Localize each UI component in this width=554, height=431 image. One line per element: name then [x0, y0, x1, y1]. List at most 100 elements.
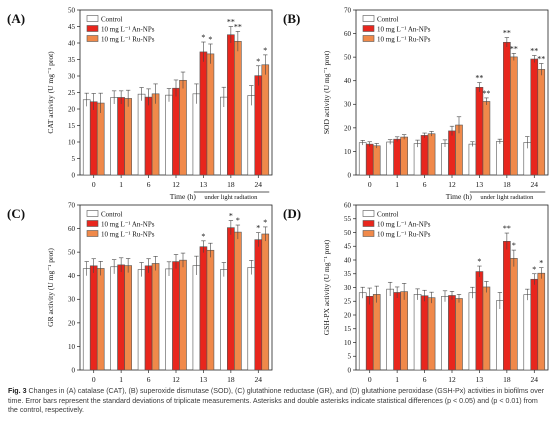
- x-tick-label: 1: [395, 180, 399, 189]
- bar-control: [192, 93, 201, 176]
- bar-ru-nps: [124, 265, 132, 371]
- bar-control: [358, 142, 367, 176]
- y-tick-label: 0: [348, 366, 352, 374]
- y-tick-label: 20: [68, 105, 76, 113]
- bar-control: [137, 93, 146, 176]
- y-tick-label: 60: [68, 225, 76, 233]
- bar-ru-nps: [96, 268, 105, 371]
- significance-mark: **: [503, 224, 511, 233]
- legend-swatch-ru-nps: [86, 230, 99, 237]
- bar-an-nps: [365, 143, 374, 176]
- bar-an-nps: [199, 246, 208, 371]
- significance-mark: *: [256, 57, 260, 66]
- x-tick-label: 18: [503, 375, 511, 384]
- bar-an-nps: [144, 96, 153, 176]
- x-tick-label: 24: [255, 180, 263, 189]
- y-tick-label: 50: [68, 6, 76, 14]
- bar-an-nps: [172, 87, 180, 176]
- y-axis-label: SOD activity (U mg⁻¹ prot): [322, 50, 331, 134]
- y-tick-label: 70: [344, 6, 352, 14]
- bar-control: [468, 143, 477, 176]
- x-tick-label: 6: [423, 375, 427, 384]
- bar-ru-nps: [206, 53, 215, 176]
- legend-label: Control: [101, 16, 122, 24]
- bar-an-nps: [393, 292, 401, 371]
- legend-label: Control: [377, 16, 398, 24]
- bar-control: [82, 268, 91, 371]
- y-tick-label: 30: [68, 296, 76, 304]
- bar-an-nps: [254, 75, 263, 176]
- y-tick-label: 10: [68, 343, 76, 351]
- x-tick-label: 24: [531, 375, 539, 384]
- bar-an-nps: [172, 261, 180, 371]
- significance-mark: **: [234, 22, 242, 31]
- legend-label: 10 mg L⁻¹ An-NPs: [101, 221, 155, 229]
- bar-ru-nps: [400, 136, 408, 176]
- x-tick-label: 24: [531, 180, 539, 189]
- x-tick-label: 18: [503, 180, 511, 189]
- bar-control: [386, 141, 394, 176]
- bar-ru-nps: [124, 98, 132, 176]
- bar-an-nps: [117, 264, 125, 371]
- y-tick-label: 35: [68, 56, 76, 64]
- significance-mark: *: [229, 212, 233, 221]
- bar-ru-nps: [234, 41, 242, 176]
- x-tick-label: 12: [448, 180, 456, 189]
- y-tick-label: 40: [68, 272, 76, 280]
- y-tick-label: 50: [344, 54, 352, 62]
- bar-ru-nps: [482, 101, 491, 176]
- bar-control: [358, 292, 367, 371]
- significance-mark: **: [503, 29, 511, 38]
- y-tick-label: 40: [344, 77, 352, 85]
- bar-an-nps: [227, 227, 235, 371]
- bar-an-nps: [530, 278, 539, 371]
- bar-ru-nps: [427, 297, 436, 371]
- significance-mark: *: [477, 257, 481, 266]
- legend-swatch-ru-nps: [362, 35, 375, 42]
- bar-an-nps: [89, 265, 98, 371]
- y-tick-label: 5: [72, 155, 76, 163]
- bar-ru-nps: [261, 64, 270, 176]
- bar-an-nps: [420, 135, 429, 176]
- x-tick-label: 13: [476, 375, 484, 384]
- x-tick-label: 6: [147, 180, 151, 189]
- bar-control: [165, 94, 173, 176]
- x-tick-label: 12: [172, 375, 180, 384]
- y-tick-label: 60: [344, 30, 352, 38]
- y-tick-label: 40: [344, 256, 352, 264]
- x-tick-label: 0: [368, 180, 372, 189]
- bar-ru-nps: [510, 258, 518, 371]
- legend-label: 10 mg L⁻¹ An-NPs: [377, 221, 431, 229]
- legend-swatch-control: [86, 15, 99, 22]
- x-tick-label: 1: [119, 375, 123, 384]
- bar-control: [110, 266, 118, 371]
- figure-caption: Fig. 3 Changes in (A) catalase (CAT), (B…: [8, 387, 548, 416]
- legend-swatch-ru-nps: [86, 35, 99, 42]
- legend-swatch-an-nps: [86, 25, 99, 32]
- bar-ru-nps: [96, 102, 105, 176]
- x-axis-label: Time (h): [446, 192, 473, 201]
- bar-control: [386, 288, 394, 371]
- bar-ru-nps: [455, 298, 463, 371]
- x-axis-label: Time (h): [170, 192, 197, 201]
- significance-mark: **: [510, 44, 518, 53]
- x-tick-label: 0: [92, 375, 96, 384]
- legend-label: Control: [377, 211, 398, 219]
- y-tick-label: 30: [344, 101, 352, 109]
- light-radiation-note: under light radiation: [204, 194, 258, 201]
- x-tick-label: 18: [227, 180, 235, 189]
- bar-ru-nps: [372, 145, 381, 176]
- bar-control: [192, 265, 201, 371]
- legend-swatch-control: [362, 210, 375, 217]
- y-tick-label: 45: [68, 23, 76, 31]
- legend-label: 10 mg L⁻¹ Ru-NPs: [377, 231, 431, 239]
- significance-mark: *: [263, 46, 267, 55]
- x-tick-label: 13: [476, 180, 484, 189]
- y-axis-label: CAT activity (U mg⁻¹ prot): [46, 51, 55, 134]
- significance-mark: **: [537, 55, 545, 64]
- bar-control: [496, 300, 504, 371]
- x-tick-label: 18: [227, 375, 235, 384]
- y-tick-label: 20: [344, 311, 352, 319]
